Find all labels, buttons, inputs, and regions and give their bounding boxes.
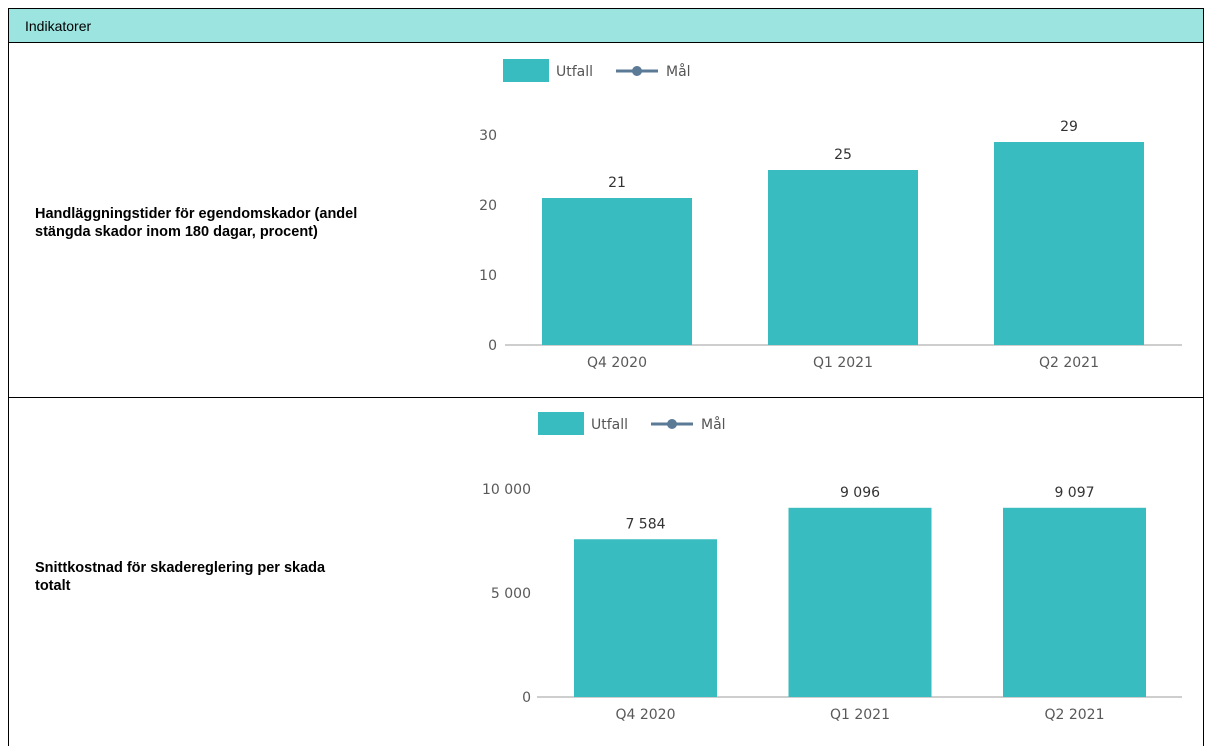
x-tick-label: Q2 2021 xyxy=(1039,355,1099,371)
x-tick-label: Q1 2021 xyxy=(813,355,873,371)
legend-label-utfall: Utfall xyxy=(591,417,628,433)
legend-marker-mal xyxy=(632,66,642,76)
x-tick-label: Q2 2021 xyxy=(1044,707,1104,723)
data-label: 9 096 xyxy=(840,485,880,501)
legend-swatch-utfall xyxy=(503,59,549,82)
legend-label-mal: Mål xyxy=(666,63,691,80)
x-tick-label: Q4 2020 xyxy=(615,707,675,723)
bar-q4-2020 xyxy=(574,539,717,697)
legend-marker-mal xyxy=(667,419,677,429)
legend-label-utfall: Utfall xyxy=(556,64,593,80)
x-tick-label: Q4 2020 xyxy=(587,355,647,371)
bar-q2-2021 xyxy=(994,142,1144,345)
indicator-label-2: Snittkostnad för skadereglering per skad… xyxy=(35,560,326,594)
data-label: 21 xyxy=(608,175,626,191)
y-tick-label: 30 xyxy=(479,128,497,144)
y-tick-label: 10 000 xyxy=(482,482,531,498)
bar-q1-2021 xyxy=(788,507,932,697)
indicator-label-1: Handläggningstider för egendomskador (an… xyxy=(35,206,358,240)
y-tick-label: 0 xyxy=(488,338,497,354)
header-title: Indikatorer xyxy=(25,18,92,34)
bar-q1-2021 xyxy=(768,170,918,345)
data-label: 7 584 xyxy=(625,516,665,532)
bar-q4-2020 xyxy=(542,198,692,345)
y-tick-label: 10 xyxy=(479,268,497,284)
data-label: 25 xyxy=(834,147,852,163)
legend-swatch-utfall xyxy=(538,412,584,435)
y-tick-label: 20 xyxy=(479,198,497,214)
data-label: 29 xyxy=(1060,119,1078,135)
row-divider xyxy=(8,397,1204,398)
legend-label-mal: Mål xyxy=(701,416,726,433)
data-label: 9 097 xyxy=(1054,485,1094,501)
y-tick-label: 5 000 xyxy=(491,586,531,602)
table-frame xyxy=(8,8,1204,746)
y-tick-label: 0 xyxy=(522,690,531,706)
table-header: Indikatorer xyxy=(8,8,1204,43)
chart-handlaggningstider: Utfall Mål 0 10 20 30 21 Q4 2020 25 Q1 2021 29 Q2 2… xyxy=(479,59,1182,371)
bar-q2-2021 xyxy=(1003,507,1146,697)
x-tick-label: Q1 2021 xyxy=(830,707,890,723)
